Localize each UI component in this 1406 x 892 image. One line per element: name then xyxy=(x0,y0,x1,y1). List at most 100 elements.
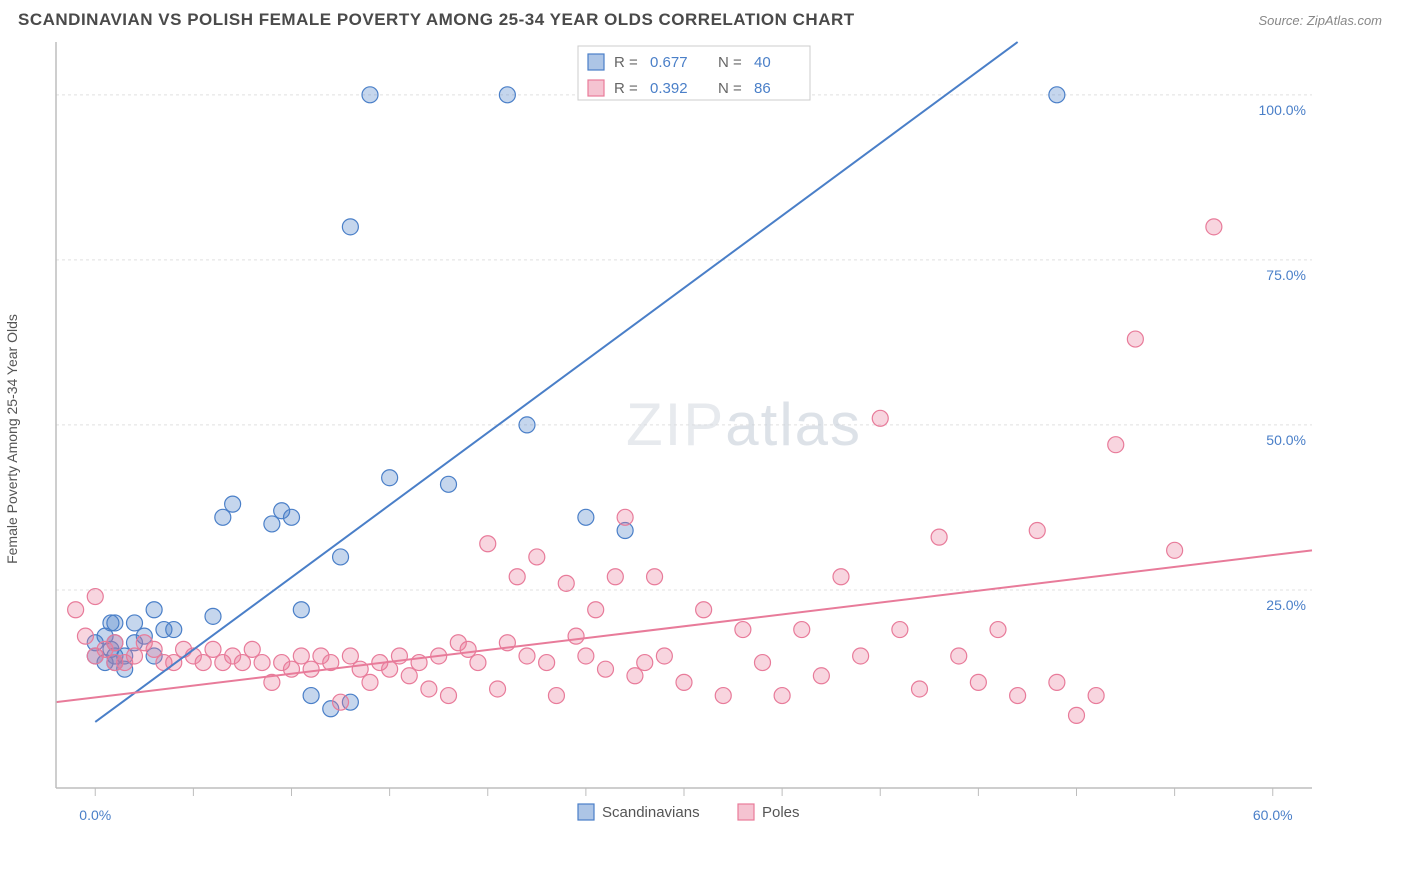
r-value: 0.392 xyxy=(650,80,688,97)
data-point xyxy=(774,688,790,704)
svg-text:R =: R = xyxy=(614,80,638,97)
data-point xyxy=(293,648,309,664)
data-point xyxy=(303,661,319,677)
data-point xyxy=(195,655,211,671)
data-point xyxy=(1069,707,1085,723)
data-point xyxy=(146,602,162,618)
data-point xyxy=(499,87,515,103)
data-point xyxy=(352,661,368,677)
data-point xyxy=(382,661,398,677)
data-point xyxy=(362,674,378,690)
data-point xyxy=(87,589,103,605)
data-point xyxy=(342,648,358,664)
data-point xyxy=(519,648,535,664)
data-point xyxy=(990,622,1006,638)
data-point xyxy=(970,674,986,690)
data-point xyxy=(529,549,545,565)
legend-swatch xyxy=(738,804,754,820)
data-point xyxy=(696,602,712,618)
data-point xyxy=(1029,523,1045,539)
data-point xyxy=(912,681,928,697)
chart-title: SCANDINAVIAN VS POLISH FEMALE POVERTY AM… xyxy=(18,10,855,30)
data-point xyxy=(1167,542,1183,558)
data-point xyxy=(362,87,378,103)
data-point xyxy=(421,681,437,697)
data-point xyxy=(77,628,93,644)
data-point xyxy=(284,509,300,525)
legend-swatch xyxy=(588,54,604,70)
data-point xyxy=(892,622,908,638)
data-point xyxy=(225,496,241,512)
data-point xyxy=(627,668,643,684)
data-point xyxy=(637,655,653,671)
data-point xyxy=(1049,674,1065,690)
y-axis-label: Female Poverty Among 25-34 Year Olds xyxy=(4,314,20,564)
data-point xyxy=(519,417,535,433)
data-point xyxy=(146,641,162,657)
data-point xyxy=(441,476,457,492)
legend-swatch xyxy=(588,80,604,96)
y-tick-label: 25.0% xyxy=(1266,597,1306,613)
data-point xyxy=(509,569,525,585)
chart-source: Source: ZipAtlas.com xyxy=(1258,13,1382,28)
data-point xyxy=(1049,87,1065,103)
n-value: 40 xyxy=(754,54,771,71)
data-point xyxy=(303,688,319,704)
r-value: 0.677 xyxy=(650,54,688,71)
data-point xyxy=(833,569,849,585)
data-point xyxy=(205,608,221,624)
data-point xyxy=(166,622,182,638)
data-point xyxy=(205,641,221,657)
trend-line xyxy=(95,42,1017,722)
y-tick-label: 75.0% xyxy=(1266,267,1306,283)
data-point xyxy=(264,516,280,532)
n-value: 86 xyxy=(754,80,771,97)
data-point xyxy=(333,549,349,565)
watermark: ZIPatlas xyxy=(626,391,862,458)
data-point xyxy=(1127,331,1143,347)
data-point xyxy=(813,668,829,684)
data-point xyxy=(107,615,123,631)
data-point xyxy=(234,655,250,671)
y-tick-label: 50.0% xyxy=(1266,432,1306,448)
data-point xyxy=(1108,437,1124,453)
data-point xyxy=(127,615,143,631)
data-point xyxy=(617,509,633,525)
data-point xyxy=(401,668,417,684)
data-point xyxy=(244,641,260,657)
data-point xyxy=(676,674,692,690)
data-point xyxy=(598,661,614,677)
data-point xyxy=(588,602,604,618)
data-point xyxy=(755,655,771,671)
data-point xyxy=(578,648,594,664)
data-point xyxy=(872,410,888,426)
data-point xyxy=(490,681,506,697)
data-point xyxy=(558,575,574,591)
data-point xyxy=(342,219,358,235)
data-point xyxy=(215,509,231,525)
x-tick-label: 60.0% xyxy=(1253,807,1293,823)
data-point xyxy=(647,569,663,585)
svg-text:N =: N = xyxy=(718,54,742,71)
data-point xyxy=(293,602,309,618)
legend-swatch xyxy=(578,804,594,820)
chart-container: Female Poverty Among 25-34 Year Olds 25.… xyxy=(18,36,1388,826)
data-point xyxy=(441,688,457,704)
data-point xyxy=(254,655,270,671)
correlation-legend xyxy=(578,46,810,100)
x-tick-label: 0.0% xyxy=(79,807,111,823)
data-point xyxy=(1088,688,1104,704)
data-point xyxy=(715,688,731,704)
data-point xyxy=(1010,688,1026,704)
y-tick-label: 100.0% xyxy=(1259,102,1306,118)
data-point xyxy=(460,641,476,657)
data-point xyxy=(333,694,349,710)
scatter-chart: 25.0% 50.0% 75.0% 100.0% ZIPatlas 0.0% 60.0% R … xyxy=(18,36,1368,826)
data-point xyxy=(480,536,496,552)
data-point xyxy=(853,648,869,664)
data-point xyxy=(382,470,398,486)
legend-label: Poles xyxy=(762,804,800,821)
svg-text:N =: N = xyxy=(718,80,742,97)
data-point xyxy=(607,569,623,585)
data-point xyxy=(656,648,672,664)
